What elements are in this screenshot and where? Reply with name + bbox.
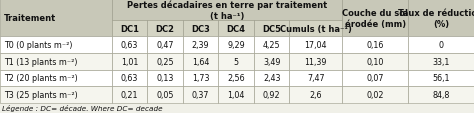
Text: 11,39: 11,39: [305, 57, 327, 66]
Bar: [112, 21, 147, 37]
Text: 56,1: 56,1: [432, 74, 450, 83]
Text: 84,8: 84,8: [432, 90, 450, 99]
Bar: [219, 70, 254, 86]
Bar: [254, 70, 290, 86]
Text: Légende : DC= décade. Where DC= decade: Légende : DC= décade. Where DC= decade: [2, 104, 163, 111]
Bar: [147, 21, 183, 37]
Bar: [0, 0, 112, 37]
Bar: [147, 37, 183, 54]
Bar: [290, 70, 342, 86]
Bar: [183, 86, 219, 103]
Text: 0: 0: [438, 41, 444, 50]
Text: 2,39: 2,39: [192, 41, 210, 50]
Text: 0,02: 0,02: [366, 90, 384, 99]
Bar: [408, 37, 474, 54]
Text: 1,64: 1,64: [192, 57, 210, 66]
Bar: [183, 37, 219, 54]
Bar: [342, 37, 408, 54]
Bar: [0, 37, 112, 54]
Text: 0,07: 0,07: [366, 74, 384, 83]
Bar: [290, 86, 342, 103]
Text: 17,04: 17,04: [305, 41, 327, 50]
Bar: [342, 0, 408, 37]
Bar: [112, 54, 147, 70]
Text: DC1: DC1: [120, 24, 139, 33]
Text: 0,10: 0,10: [366, 57, 384, 66]
Bar: [112, 70, 147, 86]
Text: 0,13: 0,13: [156, 74, 174, 83]
Bar: [408, 70, 474, 86]
Text: DC4: DC4: [227, 24, 246, 33]
Text: 0,37: 0,37: [192, 90, 210, 99]
Bar: [112, 0, 342, 21]
Text: DC2: DC2: [155, 24, 174, 33]
Text: DC3: DC3: [191, 24, 210, 33]
Text: 2,6: 2,6: [310, 90, 322, 99]
Text: 1,04: 1,04: [228, 90, 245, 99]
Bar: [183, 54, 219, 70]
Text: 1,01: 1,01: [121, 57, 138, 66]
Text: 0,47: 0,47: [156, 41, 174, 50]
Text: 0,63: 0,63: [121, 41, 138, 50]
Bar: [0, 54, 112, 70]
Bar: [290, 54, 342, 70]
Text: 3,49: 3,49: [263, 57, 281, 66]
Text: Cumuls (t ha⁻¹): Cumuls (t ha⁻¹): [280, 24, 352, 33]
Bar: [254, 54, 290, 70]
Bar: [219, 21, 254, 37]
Bar: [342, 70, 408, 86]
Bar: [219, 37, 254, 54]
Bar: [183, 21, 219, 37]
Bar: [0, 70, 112, 86]
Text: T2 (20 plants m⁻²): T2 (20 plants m⁻²): [4, 74, 78, 83]
Bar: [147, 70, 183, 86]
Bar: [183, 70, 219, 86]
Bar: [408, 0, 474, 37]
Text: Taux de réduction
(%): Taux de réduction (%): [399, 9, 474, 28]
Bar: [219, 54, 254, 70]
Bar: [342, 54, 408, 70]
Text: Traitement: Traitement: [4, 14, 56, 23]
Text: T3 (25 plants m⁻²): T3 (25 plants m⁻²): [4, 90, 78, 99]
Text: 0,21: 0,21: [121, 90, 138, 99]
Bar: [112, 37, 147, 54]
Bar: [342, 86, 408, 103]
Bar: [290, 37, 342, 54]
Text: DC5: DC5: [262, 24, 281, 33]
Text: 4,25: 4,25: [263, 41, 281, 50]
Bar: [219, 86, 254, 103]
Bar: [254, 21, 290, 37]
Text: 9,29: 9,29: [227, 41, 245, 50]
Text: 5: 5: [234, 57, 239, 66]
Text: T1 (13 plants m⁻²): T1 (13 plants m⁻²): [4, 57, 77, 66]
Bar: [254, 86, 290, 103]
Text: 1,73: 1,73: [192, 74, 210, 83]
Bar: [290, 21, 342, 37]
Text: 7,47: 7,47: [307, 74, 325, 83]
Text: 0,25: 0,25: [156, 57, 174, 66]
Text: 0,63: 0,63: [121, 74, 138, 83]
Text: 0,92: 0,92: [263, 90, 281, 99]
Text: 33,1: 33,1: [432, 57, 450, 66]
Text: 0,05: 0,05: [156, 90, 174, 99]
Bar: [147, 54, 183, 70]
Text: 2,43: 2,43: [263, 74, 281, 83]
Bar: [147, 86, 183, 103]
Bar: [254, 37, 290, 54]
Bar: [112, 86, 147, 103]
Text: T0 (0 plants m⁻²): T0 (0 plants m⁻²): [4, 41, 73, 50]
Text: 0,16: 0,16: [366, 41, 384, 50]
Bar: [0, 86, 112, 103]
Bar: [408, 54, 474, 70]
Text: 2,56: 2,56: [228, 74, 245, 83]
Text: Pertes décadaires en terre par traitement
(t ha⁻¹): Pertes décadaires en terre par traitemen…: [127, 0, 327, 21]
Bar: [408, 86, 474, 103]
Text: Couche du sol
érodée (mm): Couche du sol érodée (mm): [342, 9, 408, 28]
